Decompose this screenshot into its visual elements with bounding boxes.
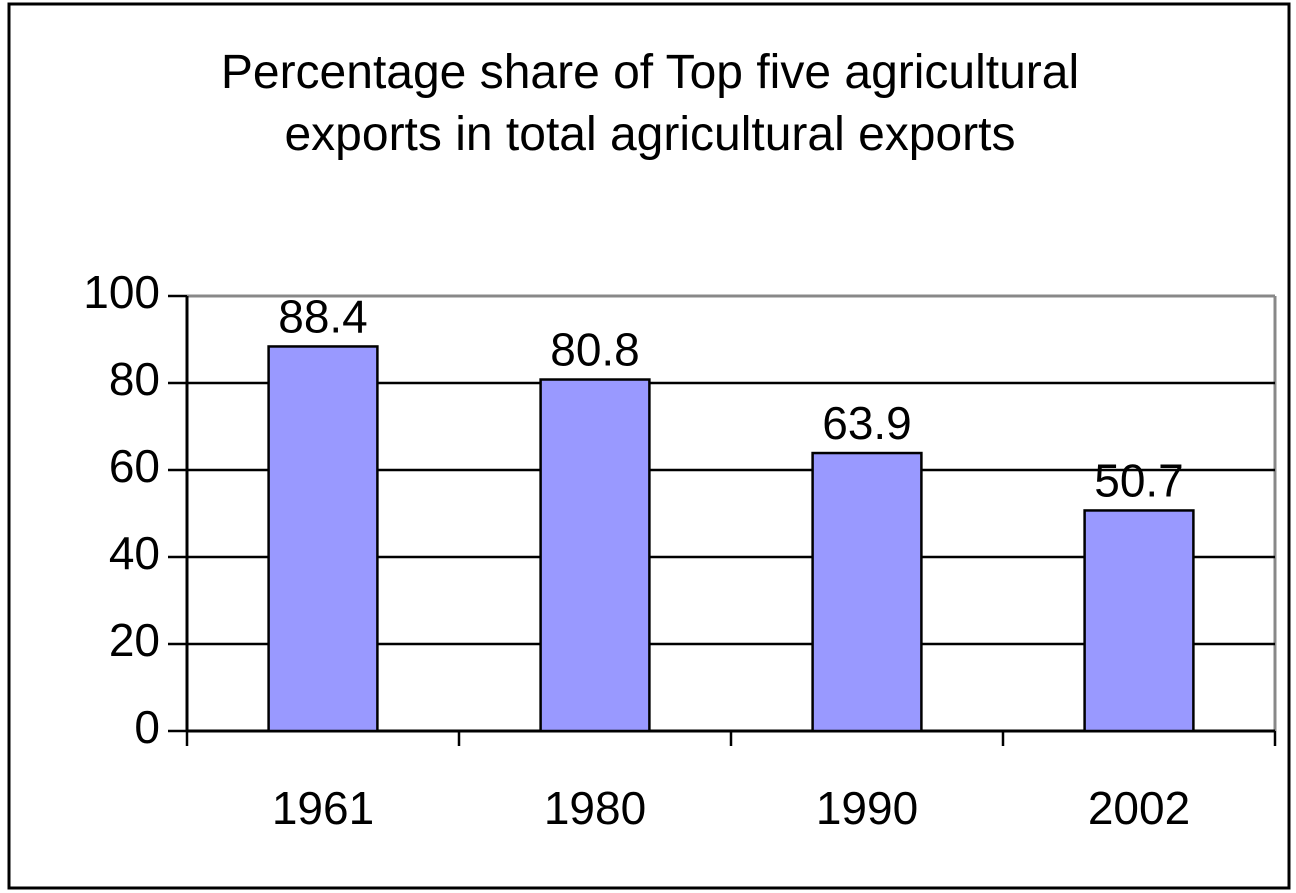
x-tick-label: 1980 (544, 782, 646, 834)
x-tick-label: 2002 (1088, 782, 1190, 834)
y-tick-label: 20 (109, 614, 160, 666)
y-tick-label: 100 (83, 266, 160, 318)
value-label: 88.4 (278, 291, 368, 343)
bar (267, 345, 379, 733)
x-tick-label: 1990 (816, 782, 918, 834)
value-label: 50.7 (1094, 455, 1184, 507)
y-tick-label: 0 (134, 701, 160, 753)
chart-title: Percentage share of Top five agricultura… (220, 46, 1080, 161)
bar (539, 378, 651, 733)
bar (1083, 509, 1195, 733)
y-tick-label: 40 (109, 527, 160, 579)
chart-border (7, 2, 1291, 890)
y-tick-label: 60 (109, 440, 160, 492)
value-label: 80.8 (550, 324, 640, 376)
x-tick-label: 1961 (272, 782, 374, 834)
value-label: 63.9 (822, 397, 912, 449)
bar (811, 451, 923, 733)
y-tick-label: 80 (109, 353, 160, 405)
